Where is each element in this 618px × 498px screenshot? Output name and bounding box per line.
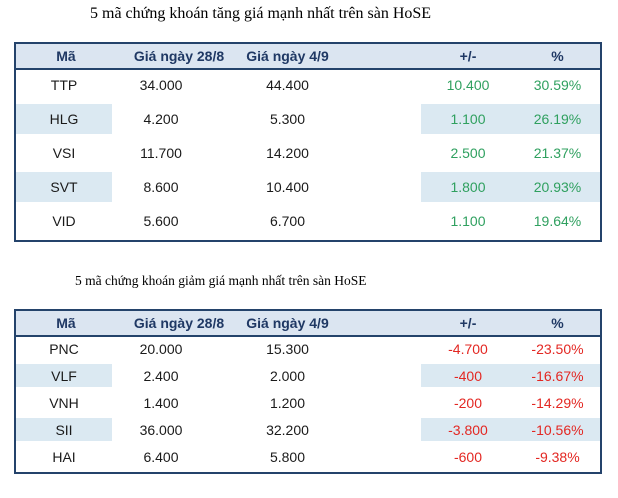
- percent-change-cell: -23.50%: [515, 337, 600, 364]
- col-header-change: +/-: [421, 311, 515, 337]
- stock-code-cell: VNH: [16, 391, 116, 418]
- stock-code-cell: SII: [16, 418, 116, 445]
- percent-change-cell: -10.56%: [515, 418, 600, 445]
- price-4-9-cell: 1.200: [242, 391, 421, 418]
- change-cell: 1.100: [421, 206, 515, 240]
- price-28-8-cell: 8.600: [116, 172, 242, 206]
- price-28-8-cell: 36.000: [116, 418, 242, 445]
- stock-row: VSI 11.700 14.200 2.500 21.37%: [16, 138, 600, 172]
- percent-change-cell: -9.38%: [515, 445, 600, 472]
- stock-row: SII 36.000 32.200 -3.800 -10.56%: [16, 418, 600, 445]
- change-cell: 1.800: [421, 172, 515, 206]
- col-header-price-28-8: Giá ngày 28/8: [116, 44, 242, 70]
- gainers-section-title: 5 mã chứng khoán tăng giá mạnh nhất trên…: [90, 5, 432, 22]
- gainers-table-body: TTP 34.000 44.400 10.400 30.59% HLG 4.20…: [16, 70, 600, 240]
- stock-code-cell: VID: [16, 206, 116, 240]
- price-4-9-cell: 10.400: [242, 172, 421, 206]
- table-header-row: Mã Giá ngày 28/8 Giá ngày 4/9 +/- %: [16, 311, 600, 337]
- price-28-8-cell: 5.600: [116, 206, 242, 240]
- price-28-8-cell: 11.700: [116, 138, 242, 172]
- price-4-9-cell: 2.000: [242, 364, 421, 391]
- stock-code-cell: TTP: [16, 70, 116, 104]
- col-header-percent: %: [515, 311, 600, 337]
- losers-section-title: 5 mã chứng khoán giảm giá mạnh nhất trên…: [75, 273, 367, 288]
- percent-change-cell: -16.67%: [515, 364, 600, 391]
- price-4-9-cell: 5.300: [242, 104, 421, 138]
- price-28-8-cell: 20.000: [116, 337, 242, 364]
- price-28-8-cell: 1.400: [116, 391, 242, 418]
- price-4-9-cell: 5.800: [242, 445, 421, 472]
- table-header-row: Mã Giá ngày 28/8 Giá ngày 4/9 +/- %: [16, 44, 600, 70]
- price-4-9-cell: 15.300: [242, 337, 421, 364]
- col-header-code: Mã: [16, 311, 116, 337]
- change-cell: 2.500: [421, 138, 515, 172]
- stock-code-cell: VLF: [16, 364, 116, 391]
- percent-change-cell: 30.59%: [515, 70, 600, 104]
- change-cell: -3.800: [421, 418, 515, 445]
- col-header-code: Mã: [16, 44, 116, 70]
- col-header-price-4-9: Giá ngày 4/9: [242, 44, 421, 70]
- stock-code-cell: PNC: [16, 337, 116, 364]
- stock-code-cell: VSI: [16, 138, 116, 172]
- change-cell: 10.400: [421, 70, 515, 104]
- price-28-8-cell: 6.400: [116, 445, 242, 472]
- change-cell: -400: [421, 364, 515, 391]
- stock-code-cell: HAI: [16, 445, 116, 472]
- stock-row: HAI 6.400 5.800 -600 -9.38%: [16, 445, 600, 472]
- stock-code-cell: SVT: [16, 172, 116, 206]
- stock-row: PNC 20.000 15.300 -4.700 -23.50%: [16, 337, 600, 364]
- price-4-9-cell: 44.400: [242, 70, 421, 104]
- stock-row: VID 5.600 6.700 1.100 19.64%: [16, 206, 600, 240]
- change-cell: 1.100: [421, 104, 515, 138]
- stock-row: VLF 2.400 2.000 -400 -16.67%: [16, 364, 600, 391]
- stock-row: TTP 34.000 44.400 10.400 30.59%: [16, 70, 600, 104]
- stock-row: VNH 1.400 1.200 -200 -14.29%: [16, 391, 600, 418]
- price-28-8-cell: 34.000: [116, 70, 242, 104]
- percent-change-cell: -14.29%: [515, 391, 600, 418]
- gainers-table: Mã Giá ngày 28/8 Giá ngày 4/9 +/- % TTP …: [14, 42, 602, 242]
- percent-change-cell: 19.64%: [515, 206, 600, 240]
- col-header-percent: %: [515, 44, 600, 70]
- change-cell: -200: [421, 391, 515, 418]
- change-cell: -4.700: [421, 337, 515, 364]
- stock-row: HLG 4.200 5.300 1.100 26.19%: [16, 104, 600, 138]
- stock-row: SVT 8.600 10.400 1.800 20.93%: [16, 172, 600, 206]
- percent-change-cell: 21.37%: [515, 138, 600, 172]
- price-28-8-cell: 2.400: [116, 364, 242, 391]
- price-4-9-cell: 6.700: [242, 206, 421, 240]
- price-4-9-cell: 32.200: [242, 418, 421, 445]
- col-header-change: +/-: [421, 44, 515, 70]
- losers-table-body: PNC 20.000 15.300 -4.700 -23.50% VLF 2.4…: [16, 337, 600, 472]
- price-28-8-cell: 4.200: [116, 104, 242, 138]
- stock-code-cell: HLG: [16, 104, 116, 138]
- percent-change-cell: 26.19%: [515, 104, 600, 138]
- percent-change-cell: 20.93%: [515, 172, 600, 206]
- col-header-price-28-8: Giá ngày 28/8: [116, 311, 242, 337]
- losers-table: Mã Giá ngày 28/8 Giá ngày 4/9 +/- % PNC …: [14, 309, 602, 474]
- price-4-9-cell: 14.200: [242, 138, 421, 172]
- change-cell: -600: [421, 445, 515, 472]
- col-header-price-4-9: Giá ngày 4/9: [242, 311, 421, 337]
